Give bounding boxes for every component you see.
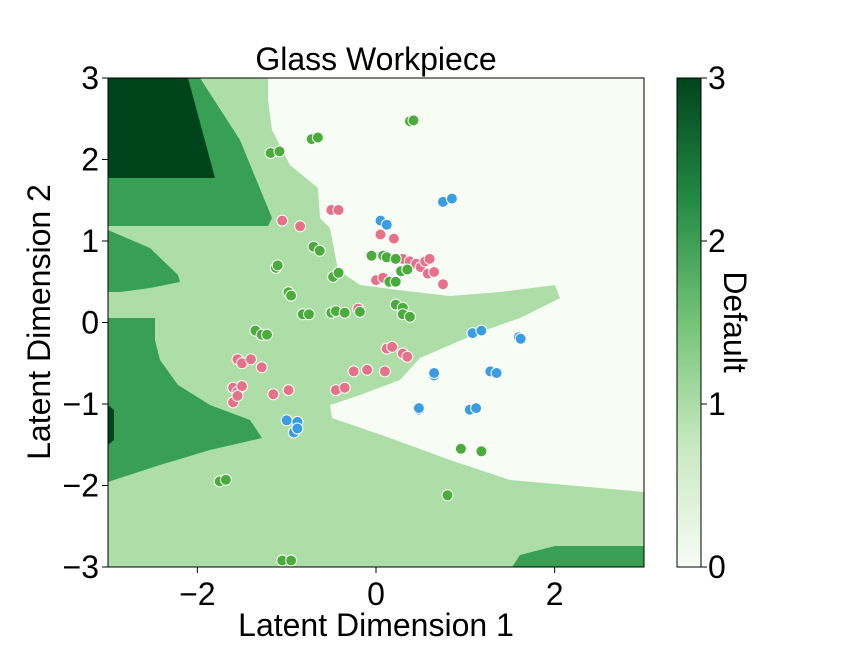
scatter-point-s0-15: [423, 252, 436, 265]
scatter-point-s0-0: [276, 214, 289, 227]
scatter-point-s2-1: [380, 218, 393, 231]
scatter-point-s1-11: [332, 266, 345, 279]
scatter-point-s2-3: [445, 192, 458, 205]
scatter-point-s0-4: [374, 228, 387, 241]
scatter-point-s0-5: [387, 232, 400, 245]
scatter-point-s0-31: [347, 365, 360, 378]
scatter-point-s0-24: [236, 380, 248, 393]
scatter-point-s1-26: [389, 252, 402, 265]
scatter-point-s0-14: [428, 266, 441, 278]
region-level-3-edge: [108, 405, 114, 445]
scatter-point-s0-27: [267, 388, 280, 401]
scatter-point-s1-7: [313, 244, 326, 257]
y-tick-label-5: 2: [81, 142, 99, 178]
scatter-point-s0-33: [378, 365, 391, 378]
scatter-point-s1-36: [475, 445, 488, 458]
scatter-point-s1-5: [273, 145, 286, 158]
scatter-point-s2-7: [514, 332, 527, 345]
scatter-point-s1-22: [261, 328, 273, 341]
y-tick-label-2: −1: [63, 386, 99, 422]
decision-regions: [108, 78, 644, 567]
scatter-point-s0-30: [338, 381, 351, 394]
y-axis-ticks: −3 −2 −1 0 1 2 3: [63, 60, 108, 585]
chart-title: Glass Workpiece: [255, 41, 496, 77]
scatter-point-s1-41: [285, 554, 298, 567]
scatter-point-s0-35: [386, 340, 399, 353]
scatter-point-s0-26: [231, 389, 244, 402]
colorbar-tick-label-0: 0: [708, 549, 726, 585]
scatter-points: [213, 114, 527, 567]
y-tick-label-1: −2: [63, 468, 99, 504]
scatter-point-s1-13: [285, 289, 298, 302]
scatter-point-s0-28: [282, 384, 295, 397]
region-level-2-lower-left: [108, 318, 262, 482]
scatter-point-s1-34: [403, 310, 416, 323]
y-tick-label-4: 1: [81, 223, 99, 259]
scatter-point-s0-32: [361, 363, 374, 376]
scatter-point-s0-21: [255, 361, 268, 374]
scatter-point-s2-19: [291, 422, 304, 435]
scatter-point-s2-11: [428, 367, 441, 379]
scatter-point-s1-23: [365, 249, 378, 262]
scatter-point-s2-16: [280, 414, 293, 427]
colorbar-tick-label-2: 2: [708, 223, 726, 259]
colorbar-tick-label-1: 1: [708, 386, 726, 422]
scatter-point-s1-28: [401, 263, 414, 276]
y-tick-label-6: 3: [81, 60, 99, 96]
y-tick-label-0: −3: [63, 549, 99, 585]
region-level-2-bottom-right: [512, 546, 644, 567]
colorbar-tick-label-3: 3: [708, 60, 726, 96]
scatter-point-s0-37: [401, 350, 414, 363]
scatter-point-s2-9: [490, 367, 503, 379]
colorbar: [676, 77, 702, 568]
scatter-point-s1-3: [407, 114, 420, 127]
scatter-point-s1-30: [389, 275, 402, 288]
scatter-point-s1-35: [454, 442, 467, 455]
scatter-point-s1-18: [338, 306, 351, 319]
scatter-point-s0-20: [244, 353, 257, 366]
colorbar-label: Default: [717, 271, 753, 373]
x-tick-label-2: 2: [546, 576, 564, 612]
region-level-3: [108, 78, 215, 178]
x-tick-label-1: 0: [367, 576, 385, 612]
scatter-point-s2-5: [475, 324, 488, 337]
scatter-point-s2-13: [412, 402, 425, 415]
scatter-point-s0-16: [437, 278, 449, 291]
scatter-point-s1-37: [441, 489, 454, 502]
region-level-2-left: [108, 230, 180, 292]
scatter-point-s0-1: [294, 220, 307, 233]
scatter-point-s1-1: [311, 131, 324, 144]
y-tick-label-3: 0: [81, 305, 99, 341]
colorbar-ticks: 0 1 2 3: [701, 60, 726, 585]
scatter-point-s1-39: [219, 473, 232, 486]
scatter-point-s0-3: [332, 204, 345, 216]
y-axis-label: Latent Dimension 2: [21, 184, 57, 460]
x-axis-label: Latent Dimension 1: [238, 607, 514, 643]
scatter-point-s1-15: [303, 308, 315, 321]
x-tick-label-0: −2: [179, 576, 215, 612]
scatter-point-s2-15: [470, 402, 483, 415]
x-axis-ticks: −2 0 2: [179, 567, 564, 612]
scatter-point-s1-9: [271, 259, 284, 272]
scatter-point-s1-19: [353, 305, 366, 318]
